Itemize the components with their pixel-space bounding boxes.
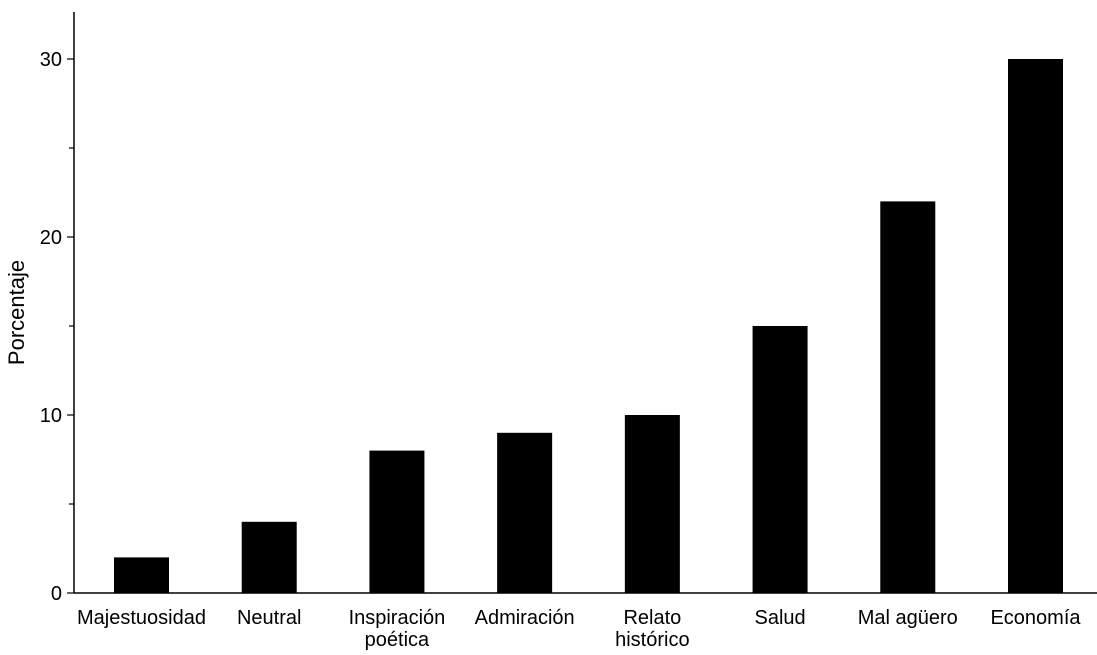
y-tick-label: 0 bbox=[51, 583, 62, 605]
x-category-label: Inspiración poética bbox=[349, 607, 446, 651]
bar bbox=[114, 557, 169, 593]
bars-group bbox=[114, 59, 1063, 593]
bar bbox=[369, 450, 425, 593]
x-axis-labels: Majestuosidad Neutral Inspiración poética Ad… bbox=[77, 607, 1081, 651]
bar bbox=[624, 415, 680, 593]
y-axis-ticks: 0 10 20 30 bbox=[40, 49, 74, 605]
y-tick-label: 20 bbox=[40, 227, 62, 249]
x-category-label: Majestuosidad bbox=[77, 607, 206, 629]
bar bbox=[752, 326, 808, 593]
x-category-label: Economía bbox=[990, 607, 1081, 629]
bar bbox=[497, 432, 553, 593]
bar bbox=[1008, 59, 1063, 593]
x-category-label: Relato histórico bbox=[615, 607, 689, 651]
bar bbox=[880, 201, 936, 593]
x-category-label: Admiración bbox=[475, 607, 575, 629]
x-category-label: Mal agüero bbox=[858, 607, 958, 629]
x-category-label: Salud bbox=[754, 607, 805, 629]
bar bbox=[241, 521, 297, 593]
y-tick-label: 30 bbox=[40, 49, 62, 71]
y-axis-label: Porcentaje bbox=[4, 260, 29, 365]
x-category-label: Neutral bbox=[237, 607, 301, 629]
y-tick-label: 10 bbox=[40, 405, 62, 427]
